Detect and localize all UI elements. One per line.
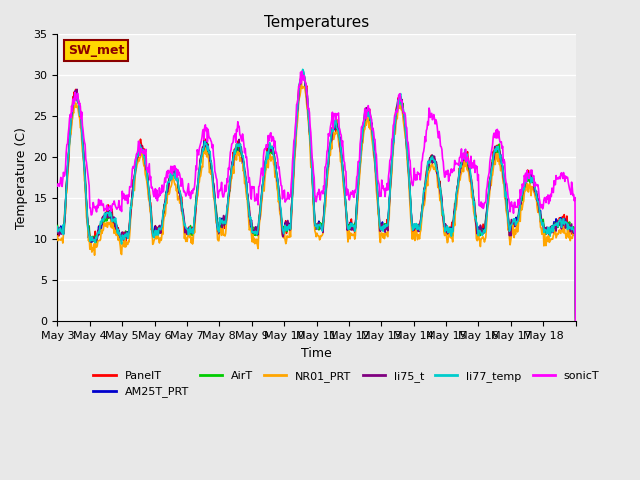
Text: SW_met: SW_met bbox=[68, 44, 124, 57]
Legend: PanelT, AM25T_PRT, AirT, NR01_PRT, li75_t, li77_temp, sonicT: PanelT, AM25T_PRT, AirT, NR01_PRT, li75_… bbox=[89, 367, 604, 402]
Y-axis label: Temperature (C): Temperature (C) bbox=[15, 127, 28, 228]
X-axis label: Time: Time bbox=[301, 347, 332, 360]
Title: Temperatures: Temperatures bbox=[264, 15, 369, 30]
